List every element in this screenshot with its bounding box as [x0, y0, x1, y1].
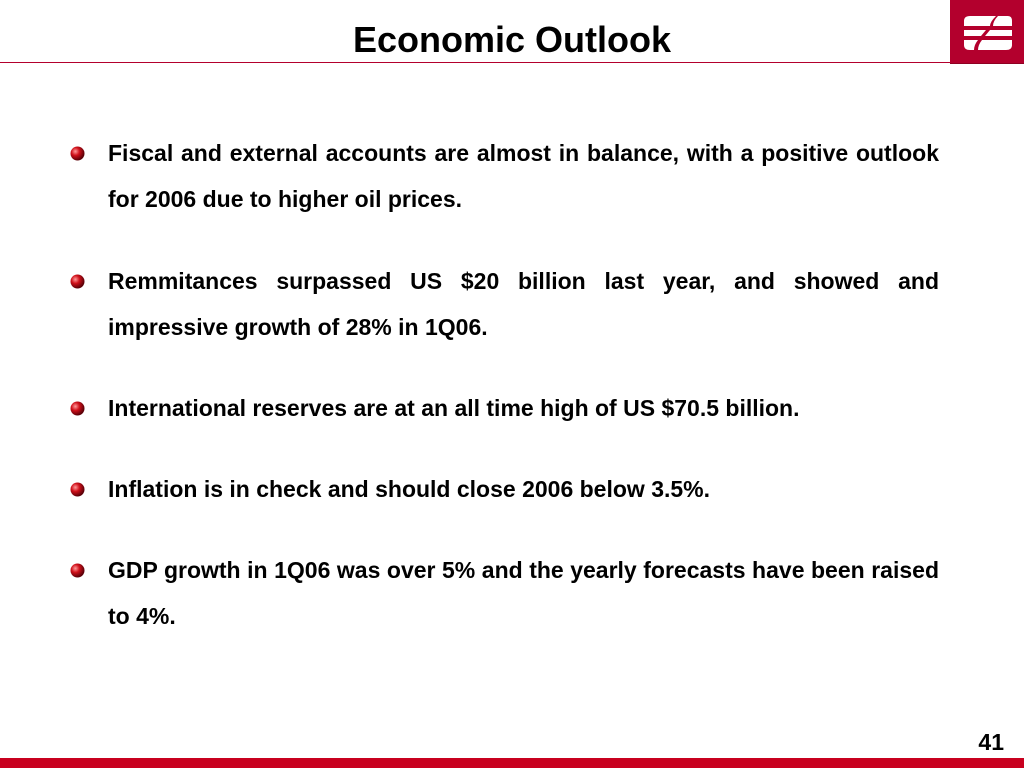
- bullet-text: Fiscal and external accounts are almost …: [108, 140, 939, 212]
- bullet-text: Remmitances surpassed US $20 billion las…: [108, 268, 939, 340]
- bullet-text: Inflation is in check and should close 2…: [108, 476, 711, 502]
- page-number: 41: [978, 729, 1004, 755]
- red-sphere-bullet-icon: [70, 274, 85, 289]
- bullet-text: GDP growth in 1Q06 was over 5% and the y…: [108, 557, 939, 629]
- bank-logo-icon: [950, 0, 1024, 64]
- bullet-text: International reserves are at an all tim…: [108, 395, 800, 421]
- red-sphere-bullet-icon: [70, 563, 85, 578]
- red-sphere-bullet-icon: [70, 401, 85, 416]
- red-sphere-bullet-icon: [70, 146, 85, 161]
- title-divider: [0, 62, 1024, 63]
- footer-bar: [0, 758, 1024, 768]
- red-sphere-bullet-icon: [70, 482, 85, 497]
- slide-title: Economic Outlook: [352, 19, 672, 60]
